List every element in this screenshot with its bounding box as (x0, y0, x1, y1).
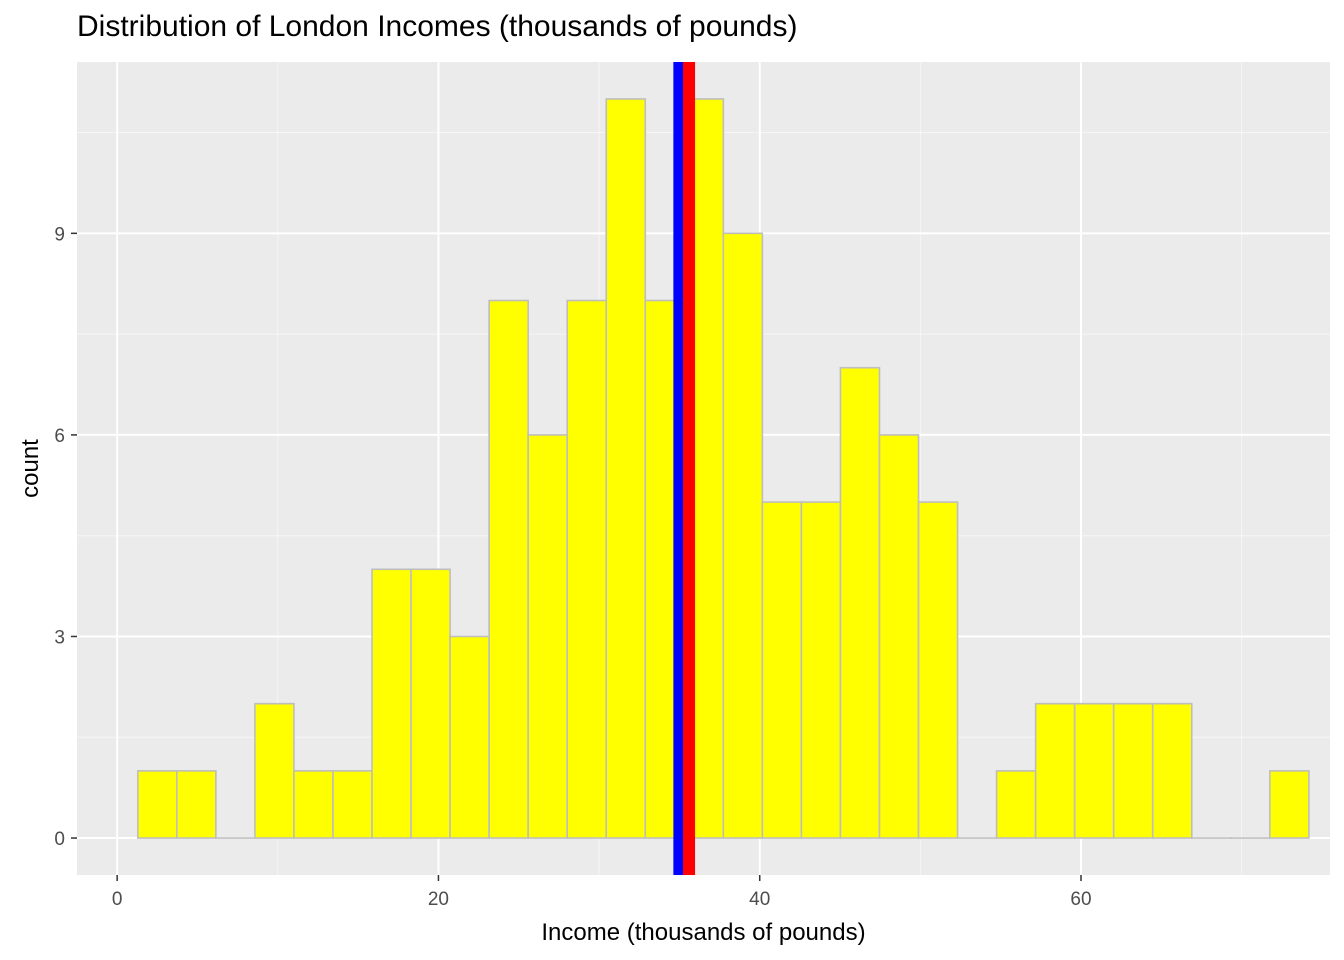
histogram-bar (332, 770, 373, 839)
histogram-bar (878, 434, 920, 839)
x-axis-tick-label: 40 (749, 889, 770, 910)
axes: 0 20 40 60 0 3 6 9 (54, 224, 1091, 910)
x-axis-tick-label: 60 (1070, 889, 1091, 910)
histogram-bar (722, 232, 764, 839)
reference-lines (673, 62, 696, 875)
histogram-bar (176, 770, 217, 839)
x-axis-title: Income (thousands of pounds) (541, 919, 865, 946)
histogram-bar (839, 366, 881, 839)
histogram-bar (137, 770, 178, 839)
y-axis-tick-label: 0 (54, 829, 65, 850)
histogram-bar (527, 434, 568, 839)
histogram-bar (1151, 702, 1193, 839)
histogram-bar (371, 568, 412, 839)
histogram-bar (1112, 702, 1154, 839)
y-axis-tick-label: 9 (54, 224, 65, 245)
y-axis-tick-label: 3 (54, 627, 65, 648)
histogram-bar (917, 501, 959, 839)
y-axis-title: count (17, 439, 44, 498)
histogram-bar (293, 770, 334, 839)
x-axis-tick-label: 20 (428, 889, 449, 910)
histogram-bar (254, 702, 295, 839)
histogram-bar (410, 568, 451, 839)
y-axis-tick-label: 6 (54, 426, 65, 447)
x-axis-tick-label: 0 (112, 889, 123, 910)
histogram-bar (605, 98, 647, 839)
chart-title: Distribution of London Incomes (thousand… (77, 10, 798, 43)
histogram-bar (449, 635, 490, 839)
histogram-bar (488, 299, 529, 839)
histogram-bars (137, 98, 1310, 839)
histogram-bar (761, 501, 803, 839)
histogram-bar (1073, 702, 1115, 839)
histogram-bar (995, 770, 1037, 839)
histogram-bar (1269, 770, 1310, 839)
histogram-bar (1034, 702, 1076, 839)
histogram-bar (800, 501, 842, 839)
histogram-bar (566, 299, 608, 839)
